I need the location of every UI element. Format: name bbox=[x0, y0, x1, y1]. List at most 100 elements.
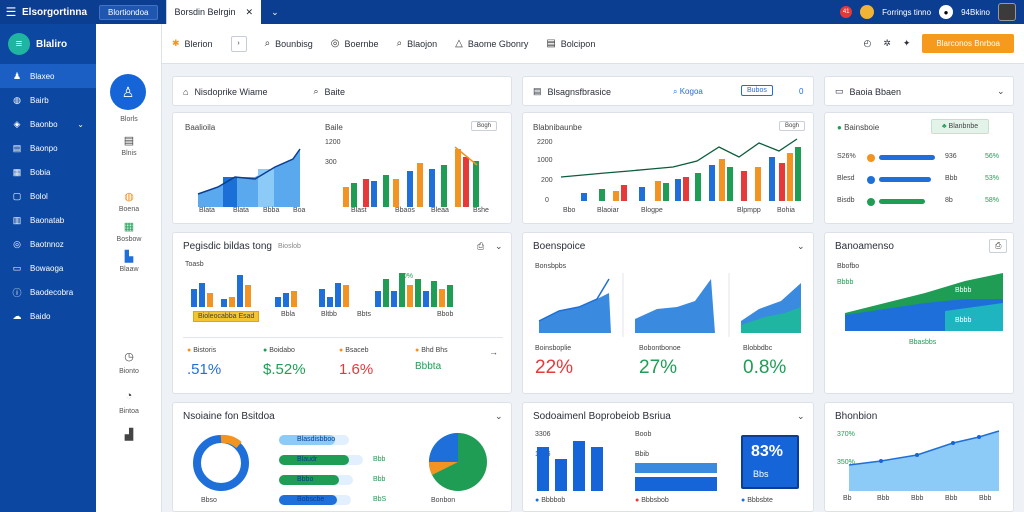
expand-icon[interactable]: › bbox=[230, 35, 247, 52]
divider bbox=[183, 337, 503, 338]
menu-icon[interactable]: ☰ bbox=[5, 5, 17, 19]
chevron-down-icon[interactable]: ⌄ bbox=[271, 6, 279, 17]
sidebar-item[interactable]: ◈ Baonbo ⌄ bbox=[0, 112, 96, 136]
legend-label: Bonbon bbox=[431, 497, 456, 504]
bar bbox=[229, 297, 235, 307]
chart-icon[interactable]: ▟ bbox=[124, 429, 134, 441]
account-label[interactable]: 94Bkino bbox=[961, 7, 990, 17]
sidebar-item[interactable]: ⓘ Baodecobra bbox=[0, 280, 96, 304]
sidebar-item[interactable]: ▦ Bobia bbox=[0, 160, 96, 184]
bar-chart bbox=[537, 441, 717, 491]
chevron-down-icon[interactable]: ⌄ bbox=[495, 411, 503, 421]
sidebar-item[interactable]: ▥ Baonatab bbox=[0, 208, 96, 232]
toolbar-item[interactable]: ◎ Boernbe bbox=[331, 38, 379, 49]
document-icon: ▤ bbox=[533, 86, 542, 96]
active-tab-label: Borsdin Belrgin bbox=[174, 7, 236, 17]
notification-badge[interactable]: 41 bbox=[840, 6, 853, 18]
card-header: Pegisdic bildas tong Bioslob bbox=[183, 241, 301, 252]
toolbar-item[interactable]: ⌕ Blaojon bbox=[396, 38, 437, 49]
rail-item-label: Bionto bbox=[119, 368, 139, 375]
filter-pill[interactable]: Bubos bbox=[741, 85, 773, 96]
x-tick-label: Bb bbox=[843, 495, 852, 502]
share-button[interactable]: ⎙ bbox=[989, 239, 1008, 253]
document-icon[interactable]: ▤ bbox=[123, 135, 135, 147]
header-card: ⌂ Nisdoprike Wiame ⌕ Baite bbox=[172, 76, 512, 106]
user-name[interactable]: Forrings tinno bbox=[882, 7, 932, 17]
progress-label: Bisdb bbox=[837, 197, 855, 204]
bar bbox=[343, 285, 349, 307]
sidebar-item[interactable]: ◎ Baotnnoz bbox=[0, 232, 96, 256]
grouped-bar-chart bbox=[191, 273, 453, 307]
chart-option-button[interactable]: Bogh bbox=[471, 121, 498, 131]
area-label: Bbbb bbox=[837, 279, 854, 286]
sidebar-item-label: Baodecobra bbox=[30, 287, 74, 297]
kpi-tile[interactable]: 83% Bbs bbox=[741, 435, 799, 489]
gear-icon[interactable]: ✲ bbox=[883, 38, 891, 48]
area-fill bbox=[849, 431, 999, 491]
toolbar-title[interactable]: ✱ Blerion bbox=[172, 38, 213, 49]
profile-icon[interactable]: ● bbox=[939, 5, 954, 19]
primary-action-button[interactable]: Blarconos Bnrboa bbox=[922, 34, 1014, 53]
bar bbox=[755, 167, 761, 201]
legend-label: Bbbo bbox=[297, 476, 314, 483]
clock-icon[interactable]: ◷ bbox=[124, 351, 134, 363]
sidebar-logo[interactable]: ≡ Blaliro bbox=[0, 24, 96, 64]
bar bbox=[463, 157, 469, 207]
sidebar-item[interactable]: ▤ Baonpo bbox=[0, 136, 96, 160]
chevron-down-icon[interactable]: ⌄ bbox=[77, 119, 84, 129]
chart-icon[interactable]: ▙ bbox=[124, 251, 134, 263]
cart-icon[interactable]: ◍ bbox=[124, 191, 134, 203]
sidebar-item[interactable]: ▭ Bowaoga bbox=[0, 256, 96, 280]
sidebar-item[interactable]: ☁ Baido bbox=[0, 304, 96, 328]
toolbar-item[interactable]: ▤ Bolcipon bbox=[546, 38, 595, 49]
star-icon[interactable]: ✦ bbox=[902, 38, 911, 48]
chevron-down-icon[interactable]: ⌄ bbox=[797, 411, 805, 421]
arrow-right-icon[interactable]: → bbox=[489, 347, 498, 357]
chevron-down-icon[interactable]: ⌄ bbox=[797, 241, 805, 251]
sidebar-item[interactable]: ▢ Bolol bbox=[0, 184, 96, 208]
progress-pct: 58% bbox=[985, 197, 1000, 204]
user-avatar[interactable] bbox=[860, 5, 875, 19]
bar bbox=[237, 275, 243, 307]
highlight-tag[interactable]: Bioleocabba Esad bbox=[193, 311, 260, 322]
document-icon: ▤ bbox=[12, 142, 22, 153]
trend-line bbox=[560, 138, 798, 178]
sidebar-item[interactable]: ♟ Blaxeo bbox=[0, 64, 96, 88]
chevron-down-icon[interactable]: ⌄ bbox=[997, 86, 1005, 96]
action-button[interactable]: ♣ Blanbnbe bbox=[931, 119, 990, 134]
progress-value: 8b bbox=[945, 197, 953, 204]
y-tick-label: 1200 bbox=[325, 139, 341, 146]
footer-label: ● Bbbbob bbox=[535, 497, 565, 504]
sidebar-item[interactable]: ◍ Bairb bbox=[0, 88, 96, 112]
bar bbox=[555, 459, 567, 491]
clock-icon[interactable]: ◴ bbox=[863, 38, 872, 48]
status-dot bbox=[867, 198, 875, 206]
status-dot bbox=[867, 154, 875, 162]
folder-icon: ▭ bbox=[12, 262, 22, 273]
toolbar-item[interactable]: △ Baome Gbonry bbox=[455, 38, 528, 49]
chevron-down-icon[interactable]: ⌄ bbox=[495, 241, 503, 251]
table-icon[interactable]: ▦ bbox=[123, 221, 135, 233]
sidebar-item-label: Bowaoga bbox=[30, 263, 64, 273]
account-avatar[interactable] bbox=[998, 3, 1016, 21]
stat-label: ● Bhd Bhs bbox=[415, 347, 448, 354]
pie-chart bbox=[428, 433, 487, 491]
chart-option-button[interactable]: Bogh bbox=[779, 121, 806, 131]
sidebar-item-label: Bobia bbox=[30, 167, 51, 177]
bar bbox=[719, 159, 725, 201]
close-icon[interactable]: ✕ bbox=[245, 6, 254, 17]
progress-value: 936 bbox=[945, 153, 957, 160]
search-field[interactable]: ⌕ Kogoa bbox=[673, 87, 703, 96]
export-icon[interactable]: ⎙ bbox=[477, 241, 485, 251]
bar bbox=[207, 293, 213, 307]
rail-item-label: Blorls bbox=[120, 116, 138, 123]
x-tick-label: Blaoiar bbox=[597, 207, 619, 214]
active-tab[interactable]: Borsdin Belrgin ✕ bbox=[165, 0, 262, 24]
bar bbox=[371, 181, 377, 207]
stat-label: ● Boidabo bbox=[263, 347, 295, 354]
profile-icon[interactable]: ♙ bbox=[110, 74, 146, 110]
workspace-chip[interactable]: Blortiondoa bbox=[99, 4, 158, 20]
compass-icon[interactable]: ◔ bbox=[125, 390, 133, 402]
search-icon[interactable]: ⌕ bbox=[313, 86, 319, 96]
toolbar-item[interactable]: ⌕ Bounbisg bbox=[265, 38, 313, 49]
